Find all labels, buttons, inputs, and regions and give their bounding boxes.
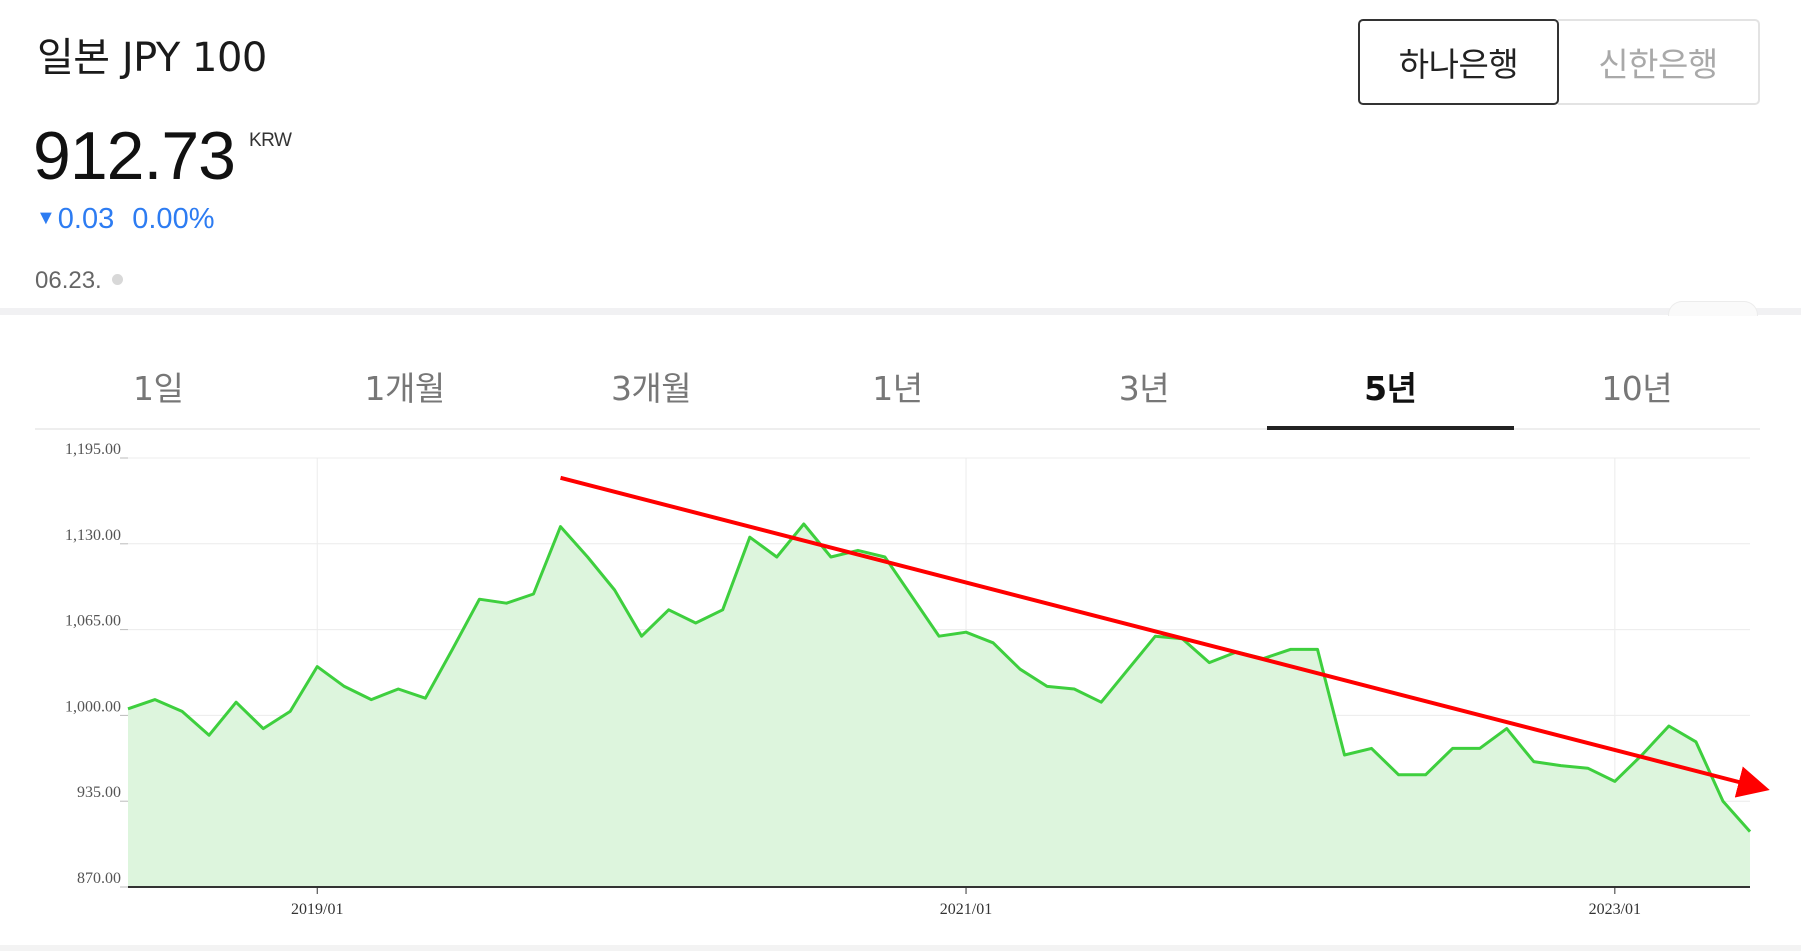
- exchange-header: 일본 JPY 100 912.73 KRW ▼0.03 0.00% 06.23. …: [0, 0, 1801, 308]
- bank-tab-shinhan[interactable]: 신한은행: [1558, 19, 1760, 105]
- trend-arrow: [560, 475, 1770, 798]
- series-area-fill: [128, 524, 1750, 887]
- x-tick-label: 2019/01: [291, 901, 343, 918]
- tab-1year[interactable]: 1년: [872, 369, 923, 408]
- y-tick-label: 1,130.00: [65, 527, 121, 544]
- x-tick-label: 2023/01: [1589, 901, 1641, 918]
- price-row: 912.73 KRW: [33, 118, 292, 198]
- section-divider: [0, 308, 1801, 315]
- change-value: 0.03: [57, 203, 115, 235]
- currency-unit: KRW: [249, 130, 292, 151]
- current-price: 912.73: [33, 118, 236, 194]
- tab-3years[interactable]: 3년: [1118, 369, 1170, 408]
- currency-title: 일본 JPY 100: [37, 35, 267, 81]
- collapsed-handle[interactable]: [1668, 301, 1758, 316]
- tab-1month[interactable]: 1개월: [364, 369, 446, 408]
- down-arrow-icon: ▼: [36, 207, 56, 229]
- period-tabs: 1일 1개월 3개월 1년 3년 5년 10년: [35, 344, 1760, 430]
- tab-3months[interactable]: 3개월: [610, 369, 692, 408]
- bank-selector: 하나은행 신한은행: [1358, 19, 1760, 107]
- bank-tab-hana[interactable]: 하나은행: [1358, 19, 1559, 105]
- series-line: [127, 522, 1752, 833]
- exchange-rate-chart[interactable]: 1,195.00 1,130.00 1,065.00 1,000.00 935.00 87…: [0, 430, 1801, 945]
- y-tick-label: 1,000.00: [65, 698, 121, 715]
- y-tick-label: 935.00: [77, 784, 121, 801]
- status-dot-icon: [111, 274, 123, 285]
- tab-10years[interactable]: 10년: [1601, 369, 1673, 408]
- y-tick-label: 1,195.00: [65, 441, 121, 458]
- tab-1day[interactable]: 1일: [133, 369, 184, 408]
- date-row: 06.23.: [35, 266, 123, 296]
- bottom-divider: [0, 945, 1801, 951]
- change-percent: 0.00%: [132, 203, 215, 235]
- price-change: ▼0.03 0.00%: [36, 201, 214, 236]
- price-date: 06.23.: [35, 267, 102, 294]
- chart-area[interactable]: 1,195.00 1,130.00 1,065.00 1,000.00 935.00 87…: [0, 430, 1801, 951]
- tab-5years[interactable]: 5년: [1267, 344, 1514, 430]
- y-tick-label: 1,065.00: [65, 613, 121, 630]
- x-tick-label: 2021/01: [940, 901, 992, 918]
- y-tick-label: 870.00: [77, 870, 121, 887]
